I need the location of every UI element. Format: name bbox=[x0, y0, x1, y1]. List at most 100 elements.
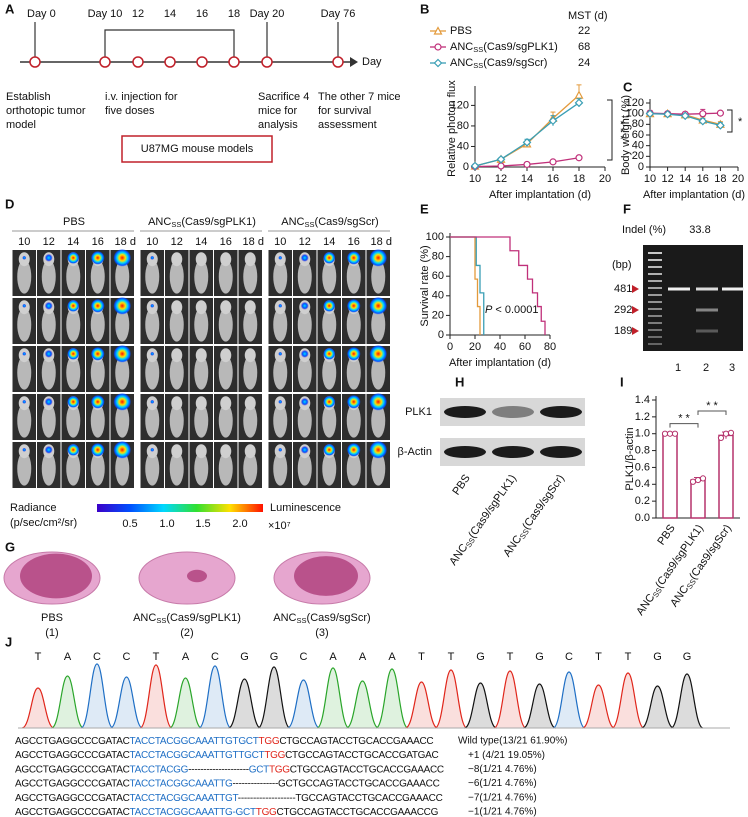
histology-label: ANCSS(Cas9/sgScr) bbox=[273, 612, 370, 625]
legend-marker bbox=[433, 26, 443, 35]
y-tick-label: 80 bbox=[432, 251, 444, 263]
y-tick-label: 80 bbox=[632, 118, 644, 130]
signal bbox=[150, 447, 155, 452]
timeline-note: five doses bbox=[105, 105, 155, 117]
lane-label: PBS bbox=[450, 473, 472, 498]
x-tick-label: 80 bbox=[544, 341, 556, 353]
x-tick-label: PBS bbox=[655, 523, 677, 548]
mouse-body bbox=[371, 403, 386, 438]
blot-band bbox=[540, 406, 582, 418]
trace-peak bbox=[346, 680, 379, 729]
mouse-body bbox=[169, 451, 184, 486]
timeline-axis-label: Day bbox=[362, 56, 382, 68]
base-call: G bbox=[476, 651, 485, 663]
x-tick-label: 10 bbox=[469, 173, 481, 185]
base-call: A bbox=[64, 651, 72, 663]
tumor bbox=[187, 569, 207, 583]
band-label: PLK1 bbox=[405, 406, 432, 418]
mouse-body bbox=[346, 451, 361, 486]
mouse-body bbox=[218, 403, 233, 438]
day-marker bbox=[99, 56, 111, 68]
signal bbox=[300, 397, 309, 406]
trace-peak bbox=[493, 670, 527, 729]
marker-arrow bbox=[632, 285, 639, 293]
sequence: AGCCTGAGGCCCGATACTACCTACGGCAAATTGT------… bbox=[15, 792, 443, 803]
mouse-body bbox=[194, 355, 209, 390]
sequence-segment: GCTGCCAGTACCTGCACCGAAACC bbox=[278, 778, 440, 789]
dose-bracket bbox=[104, 29, 235, 62]
day-label: 14 bbox=[323, 236, 335, 248]
ladder-band bbox=[648, 343, 662, 345]
signal bbox=[323, 251, 336, 264]
y-tick-label: 100 bbox=[426, 231, 444, 243]
size-marker: 189 bbox=[614, 325, 632, 337]
histology-label: PBS bbox=[41, 612, 63, 624]
data-point bbox=[699, 475, 707, 482]
day-label: 16 bbox=[92, 236, 104, 248]
mouse-body bbox=[169, 307, 184, 342]
gel-band bbox=[668, 287, 690, 291]
y-tick-label: 0.6 bbox=[635, 461, 650, 473]
mouse-head bbox=[171, 348, 183, 363]
data-point bbox=[671, 430, 679, 437]
mouse-body bbox=[273, 355, 288, 390]
mst-value: 68 bbox=[578, 41, 590, 53]
signal bbox=[369, 345, 388, 363]
histology-index: (1) bbox=[45, 627, 58, 639]
x-tick-label: 18 bbox=[573, 173, 585, 185]
trace-peak bbox=[110, 676, 143, 729]
y-tick-label: 0.4 bbox=[635, 478, 650, 490]
mouse-body bbox=[297, 451, 312, 486]
sequence-segment: TACCTACGG bbox=[130, 764, 189, 775]
day-label: 12 bbox=[43, 236, 55, 248]
significance: * * bbox=[706, 400, 718, 412]
series-line bbox=[450, 236, 485, 335]
mouse-body bbox=[371, 451, 386, 486]
mouse-body bbox=[371, 259, 386, 294]
legend-marker bbox=[434, 43, 442, 51]
sequence-segment: CTGCCAGTACCTGCACCGATGAC bbox=[285, 750, 438, 761]
trace-peak bbox=[464, 682, 497, 729]
data-point bbox=[575, 154, 583, 162]
mouse-head bbox=[220, 396, 232, 411]
group-title: ANCSS(Cas9/sgPLK1) bbox=[148, 216, 256, 229]
ladder-band bbox=[648, 280, 662, 282]
signal bbox=[22, 255, 27, 260]
day-label: Day 10 bbox=[88, 8, 123, 20]
day-label: Day 0 bbox=[27, 8, 56, 20]
mst-value: 24 bbox=[578, 57, 590, 69]
sequence-segment: TACCTACGGCAAATTG bbox=[130, 778, 234, 789]
data-point bbox=[496, 154, 506, 164]
base-call: T bbox=[153, 651, 160, 663]
significance: * bbox=[738, 116, 743, 128]
day-label: 10 bbox=[274, 236, 286, 248]
gel-band bbox=[696, 329, 718, 333]
legend-marker bbox=[433, 58, 443, 68]
mouse-body bbox=[17, 259, 32, 294]
group-title: PBS bbox=[63, 216, 85, 228]
x-tick-label: 12 bbox=[495, 173, 507, 185]
signal bbox=[67, 395, 80, 408]
x-tick-label: 0 bbox=[447, 341, 453, 353]
lane-label: 2 bbox=[703, 362, 709, 374]
mouse-body bbox=[297, 307, 312, 342]
data-point bbox=[574, 90, 584, 99]
data-point bbox=[663, 109, 672, 119]
mst-header: MST (d) bbox=[568, 10, 608, 22]
signal bbox=[44, 349, 53, 358]
sequence-segment: TACCTACGGCAAATTGTGCT bbox=[130, 736, 259, 747]
day-label: 18 d bbox=[115, 236, 136, 248]
x-tick-label: 10 bbox=[644, 173, 656, 185]
x-tick-label: 16 bbox=[547, 173, 559, 185]
mouse-body bbox=[218, 355, 233, 390]
sequence-segment: TGG bbox=[256, 807, 277, 817]
data-point bbox=[666, 430, 674, 437]
ladder-band bbox=[648, 294, 662, 296]
data-point bbox=[645, 109, 655, 119]
histology-index: (3) bbox=[315, 627, 328, 639]
mouse-head bbox=[244, 444, 256, 459]
base-call: T bbox=[507, 651, 514, 663]
signal bbox=[44, 397, 53, 406]
mouse-body bbox=[145, 307, 160, 342]
